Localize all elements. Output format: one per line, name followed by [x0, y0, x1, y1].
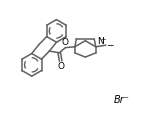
Text: Br⁻: Br⁻	[114, 95, 130, 105]
Text: +: +	[100, 37, 105, 43]
Text: −: −	[106, 41, 114, 50]
Text: O: O	[57, 62, 64, 71]
Text: N: N	[97, 37, 104, 46]
Text: O: O	[62, 38, 69, 47]
